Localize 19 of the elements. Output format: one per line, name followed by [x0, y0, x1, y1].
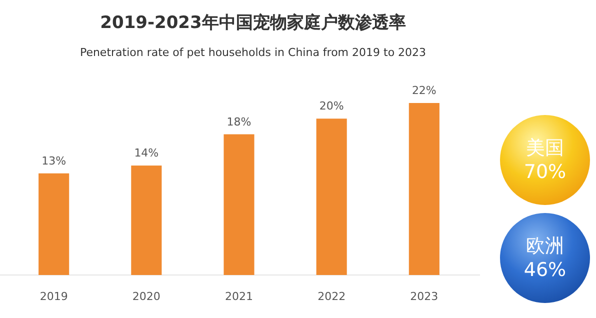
bar [224, 134, 254, 275]
text: 欧洲 46% [524, 235, 566, 281]
bar [38, 173, 70, 275]
bar [408, 103, 440, 275]
chart-title: 2019-2023年中国宠物家庭户数渗透率 [100, 13, 406, 33]
x-tick-label: 2022 [318, 290, 346, 303]
data-label: 20% [319, 100, 344, 113]
x-tick-label: 2020 [132, 290, 160, 303]
data-label: 14% [134, 146, 159, 160]
x-tick-label: 2023 [410, 290, 438, 303]
data-label: 13% [42, 154, 66, 168]
bar [316, 118, 347, 275]
text: 美国 70% [524, 137, 566, 183]
bar [131, 166, 162, 275]
data-label: 22% [412, 84, 436, 97]
chart-subtitle: Penetration rate of pet households in China from 2019 to 2023 [80, 46, 426, 59]
x-tick-label: 2019 [40, 290, 68, 303]
x-tick-label: 2021 [225, 290, 253, 303]
data-label: 18% [226, 115, 252, 128]
